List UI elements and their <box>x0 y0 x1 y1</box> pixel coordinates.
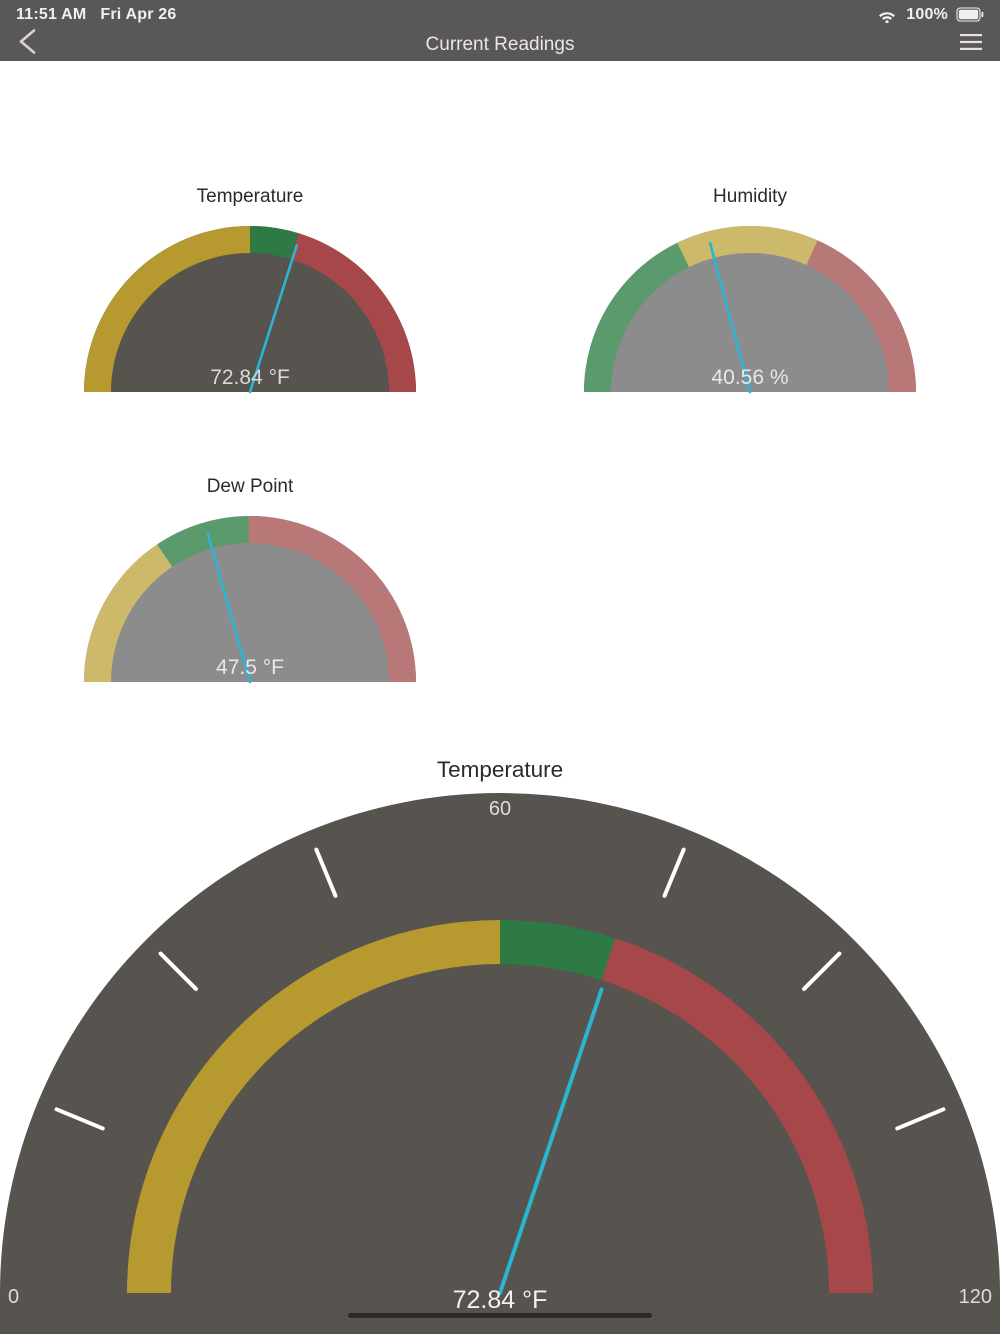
svg-text:120: 120 <box>959 1286 992 1308</box>
svg-text:0: 0 <box>8 1286 19 1308</box>
svg-text:72.84 °F: 72.84 °F <box>210 366 290 389</box>
svg-text:72.84 °F: 72.84 °F <box>453 1286 548 1314</box>
svg-text:60: 60 <box>489 798 511 820</box>
svg-text:47.5 °F: 47.5 °F <box>216 656 284 679</box>
svg-text:40.56 %: 40.56 % <box>711 366 788 389</box>
